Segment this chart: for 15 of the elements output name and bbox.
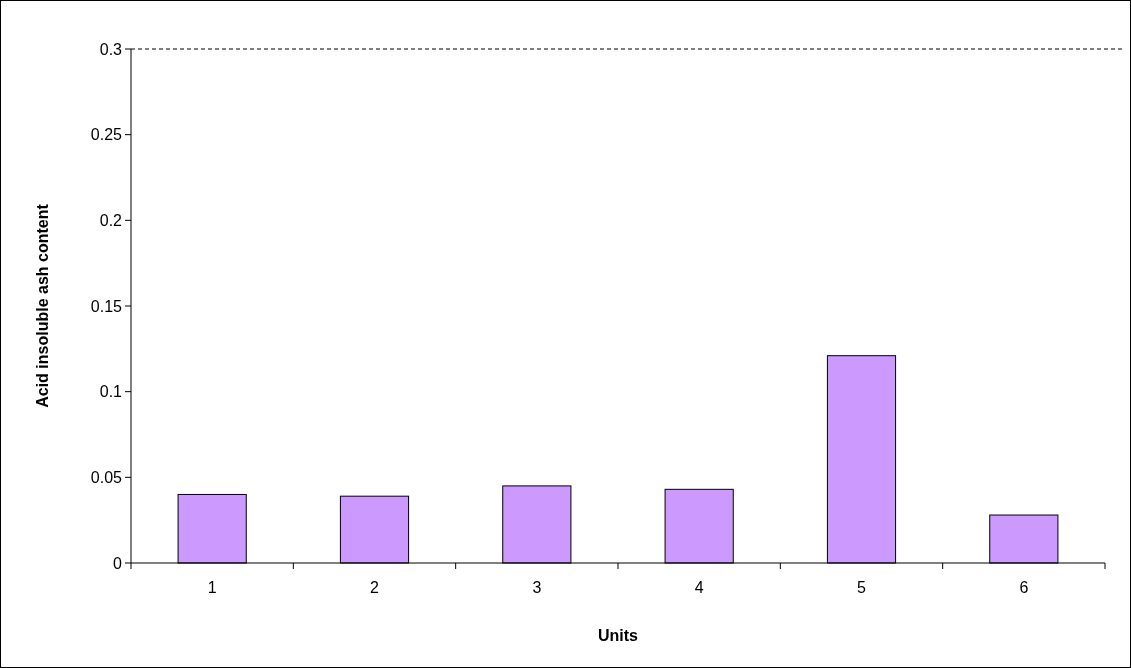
x-axis-title: Units: [598, 627, 639, 644]
x-tick-label: 5: [857, 579, 867, 596]
x-tick-label: 1: [207, 579, 217, 596]
y-tick-label: 0: [113, 554, 123, 572]
x-tick-label: 2: [370, 579, 380, 596]
x-tick-label: 3: [532, 579, 542, 596]
y-tick-label: 0.15: [90, 297, 123, 315]
y-axis-title: Acid insoluble ash content: [34, 203, 51, 408]
x-tick-label: 4: [694, 579, 704, 596]
y-tick-label: 0.2: [99, 211, 123, 229]
y-tick-label: 0.3: [99, 40, 123, 58]
y-tick-label: 0.05: [90, 468, 123, 486]
y-tick-label: 0.25: [90, 126, 123, 144]
y-tick-label: 0.1: [99, 383, 123, 401]
x-tick-label: 6: [1019, 579, 1029, 596]
